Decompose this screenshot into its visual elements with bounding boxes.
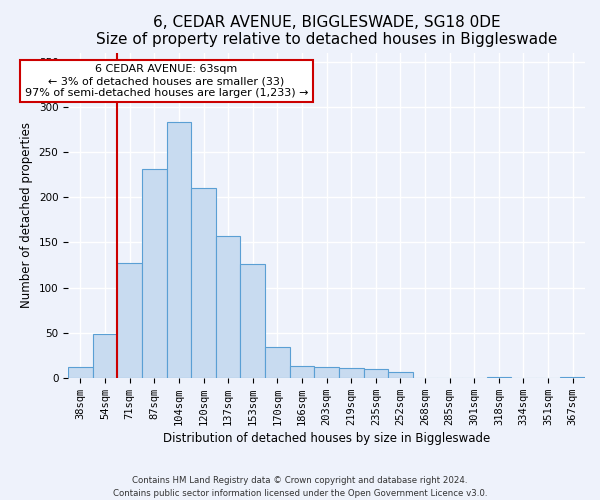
Bar xyxy=(265,347,290,378)
Bar xyxy=(142,169,167,378)
Bar xyxy=(118,263,142,378)
Bar xyxy=(68,367,93,378)
Text: Contains HM Land Registry data © Crown copyright and database right 2024.
Contai: Contains HM Land Registry data © Crown c… xyxy=(113,476,487,498)
X-axis label: Distribution of detached houses by size in Biggleswade: Distribution of detached houses by size … xyxy=(163,432,490,445)
Text: 6 CEDAR AVENUE: 63sqm
← 3% of detached houses are smaller (33)
97% of semi-detac: 6 CEDAR AVENUE: 63sqm ← 3% of detached h… xyxy=(25,64,308,98)
Bar xyxy=(339,368,364,378)
Bar xyxy=(487,377,511,378)
Bar xyxy=(93,334,118,378)
Y-axis label: Number of detached properties: Number of detached properties xyxy=(20,122,33,308)
Bar xyxy=(290,366,314,378)
Bar xyxy=(167,122,191,378)
Bar xyxy=(388,372,413,378)
Bar xyxy=(216,236,241,378)
Bar xyxy=(364,369,388,378)
Bar xyxy=(560,377,585,378)
Bar xyxy=(191,188,216,378)
Bar xyxy=(314,367,339,378)
Bar xyxy=(241,264,265,378)
Title: 6, CEDAR AVENUE, BIGGLESWADE, SG18 0DE
Size of property relative to detached hou: 6, CEDAR AVENUE, BIGGLESWADE, SG18 0DE S… xyxy=(96,15,557,48)
